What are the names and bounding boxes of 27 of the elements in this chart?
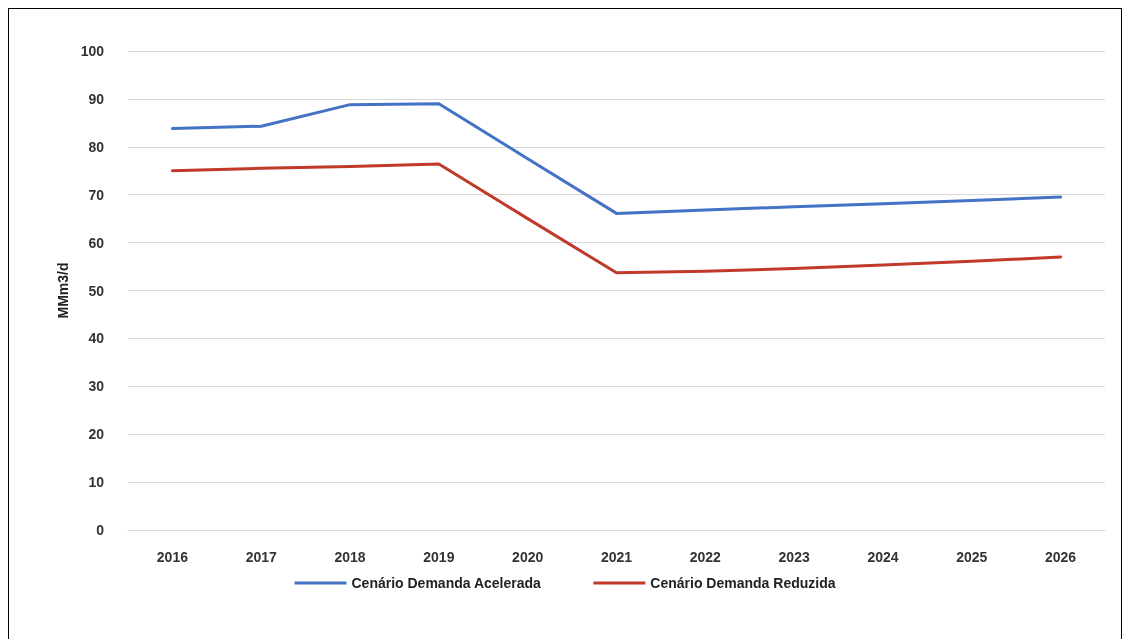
x-tick-label: 2022	[689, 549, 722, 565]
y-tick-label: 0	[96, 522, 105, 538]
x-tick-label: 2019	[423, 549, 455, 565]
legend-label: Cenário Demanda Reduzida	[650, 575, 836, 591]
y-tick-label: 90	[88, 90, 105, 107]
x-tick-label: 2021	[600, 549, 633, 565]
x-tick-label: 2025	[956, 549, 988, 565]
y-tick-label: 60	[88, 234, 105, 251]
y-tick-label: 30	[88, 378, 105, 395]
line-series	[170, 162, 1063, 275]
y-tick-label: 70	[88, 186, 105, 203]
x-tick-label: 2026	[1045, 549, 1077, 565]
x-tick-label: 2023	[778, 549, 810, 565]
x-tick-label: 2016	[156, 549, 189, 565]
y-tick-label: 80	[88, 138, 105, 155]
x-tick-label: 2024	[867, 549, 899, 565]
y-tick-label: 10	[88, 474, 105, 491]
y-tick-label: 50	[88, 282, 105, 299]
x-tick-label: 2018	[334, 549, 366, 565]
x-tick-label: 2020	[512, 549, 544, 565]
x-tick-label: 2017	[245, 549, 278, 565]
y-tick-label: 20	[88, 426, 105, 443]
legend-label: Cenário Demanda Acelerada	[351, 575, 542, 591]
y-tick-label: 100	[80, 43, 105, 59]
y-axis-title: MMm3/d	[54, 262, 71, 319]
y-tick-label: 40	[88, 330, 105, 347]
line-series	[170, 102, 1063, 215]
